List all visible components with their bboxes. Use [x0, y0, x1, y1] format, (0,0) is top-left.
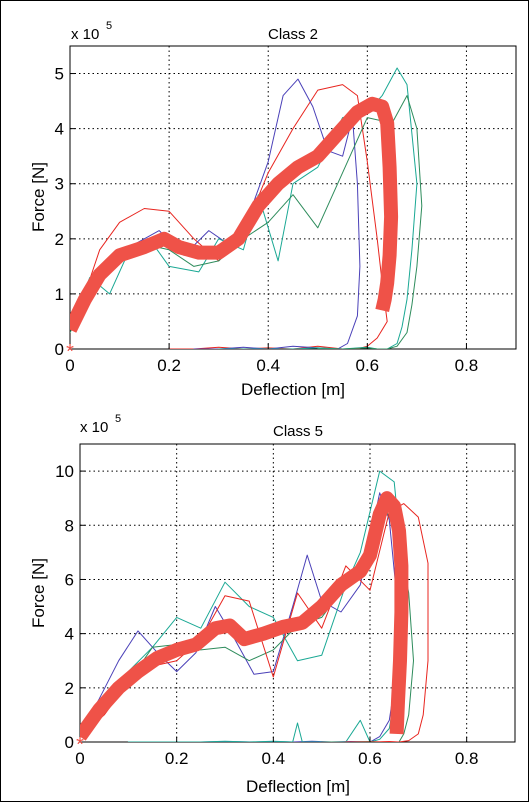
series-line-highlight	[70, 96, 399, 333]
y-tick-label: 4	[55, 120, 64, 139]
y-tick-label: 5	[55, 65, 64, 84]
grid	[80, 444, 515, 742]
series-line-red	[80, 503, 429, 742]
y-exponent-base: x 10	[80, 419, 108, 436]
y-exponent-power: 5	[106, 20, 112, 32]
y-axis-label: Force [N]	[29, 558, 48, 628]
series-group	[80, 470, 429, 742]
x-tick-label: 0.6	[356, 356, 380, 375]
y-axis-label: Force [N]	[29, 162, 48, 232]
x-tick-label: 0.2	[157, 356, 181, 375]
plot-area	[69, 45, 517, 350]
y-tick-label: 6	[65, 570, 74, 589]
x-tick-label: 0.4	[256, 356, 280, 375]
chart-class-2: 0 0.2 0.4 0.6 0.8 0 1 2 3 4 5 Class 2 Deflection […	[29, 20, 517, 399]
x-tick-label: 0	[65, 356, 74, 375]
chart-class-5: 0 0.2 0.4 0.6 0.8 0 2 4 6 8 10 Class 5 Deflection …	[29, 413, 516, 796]
x-tick-label: 0.8	[455, 356, 479, 375]
y-tick-label: 8	[65, 516, 74, 535]
grid	[70, 46, 516, 349]
x-tick-label: 0.8	[455, 749, 479, 768]
chart-title: Class 2	[268, 26, 318, 43]
chart-title: Class 5	[273, 423, 323, 440]
y-tick-label: 2	[65, 679, 74, 698]
y-tick-label: 4	[65, 625, 74, 644]
y-tick-label: 10	[55, 462, 74, 481]
y-tick-label: 0	[55, 340, 64, 359]
origin-marker: *	[76, 734, 84, 756]
origin-marker: *	[66, 341, 74, 363]
tick-group: 0 0.2 0.4 0.6 0.8 0 2 4 6 8 10	[55, 462, 478, 768]
y-tick-label: 0	[65, 733, 74, 752]
x-tick-label: 0.2	[165, 749, 189, 768]
x-tick-label: 0.6	[358, 749, 382, 768]
x-tick-label: 0.4	[262, 749, 286, 768]
y-tick-label: 3	[55, 175, 64, 194]
x-axis-label: Deflection [m]	[241, 380, 345, 399]
y-tick-label: 1	[55, 285, 64, 304]
x-axis-label: Deflection [m]	[246, 777, 350, 796]
y-exponent-power: 5	[115, 413, 121, 425]
series-line-highlight	[80, 491, 409, 741]
x-tick-label: 0	[75, 749, 84, 768]
series-group	[70, 67, 423, 349]
tick-group: 0 0.2 0.4 0.6 0.8 0 1 2 3 4 5	[55, 65, 479, 375]
y-tick-label: 2	[55, 230, 64, 249]
y-exponent-base: x 10	[71, 26, 99, 43]
